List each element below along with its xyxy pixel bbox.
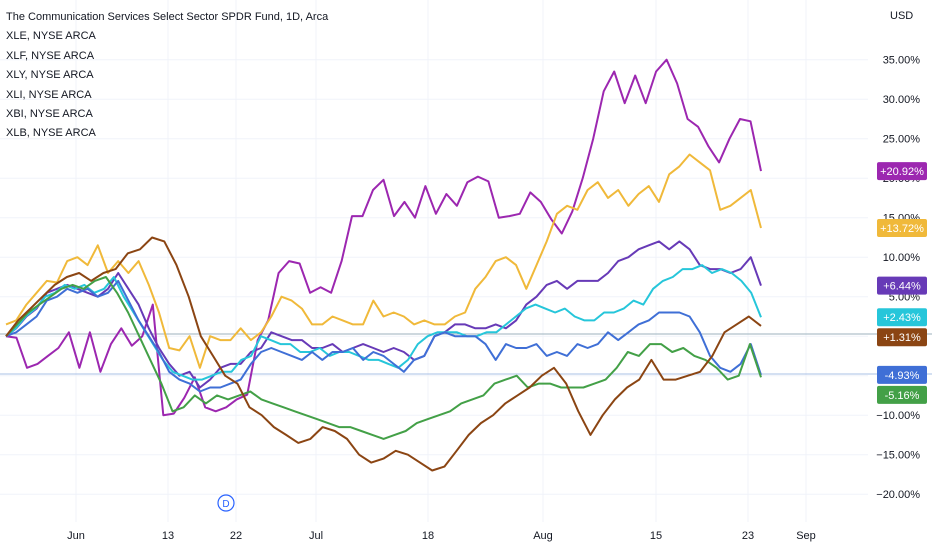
legend-item-xle[interactable]: XLE, NYSE ARCA [6, 30, 96, 43]
y-tick-label: 25.00% [883, 134, 921, 146]
x-tick-label: 18 [422, 530, 434, 542]
x-tick-label: Jun [67, 530, 85, 542]
last-value-badge-3: +2.43% [877, 308, 927, 327]
currency-label: USD [890, 10, 913, 22]
series-line-3[interactable] [5, 264, 762, 381]
x-tick-label: 13 [162, 530, 174, 542]
legend-item-xbi[interactable]: XBI, NYSE ARCA [6, 108, 93, 121]
x-tick-label: 15 [650, 530, 662, 542]
last-value-label: +6.44% [883, 281, 921, 293]
last-value-badge-5: -5.16% [877, 385, 927, 404]
legend-item-xly[interactable]: XLY, NYSE ARCA [6, 69, 94, 82]
last-value-label: -5.16% [885, 390, 920, 402]
last-value-badge-0: +20.92% [877, 162, 927, 181]
series-line-4[interactable] [5, 279, 762, 393]
y-tick-label: −15.00% [876, 450, 920, 462]
last-value-label: -4.93% [885, 370, 920, 382]
legend-item-xlb[interactable]: XLB, NYSE ARCA [6, 127, 96, 140]
last-value-label: +20.92% [880, 166, 924, 178]
y-tick-label: 35.00% [883, 55, 921, 67]
dividend-marker-label: D [222, 499, 229, 510]
last-value-label: +1.31% [883, 332, 921, 344]
last-value-badge-1: +13.72% [877, 218, 927, 237]
y-tick-label: −20.00% [876, 489, 920, 501]
series-line-6[interactable] [5, 236, 762, 472]
last-value-badge-4: -4.93% [877, 365, 927, 384]
last-value-badge-6: +1.31% [877, 328, 927, 347]
series-line-5[interactable] [5, 276, 762, 440]
series-line-0[interactable] [5, 58, 762, 417]
last-value-label: +13.72% [880, 223, 924, 235]
dividend-marker-icon[interactable] [217, 494, 235, 512]
legend-title[interactable]: The Communication Services Select Sector… [6, 11, 329, 23]
x-tick-label: Aug [533, 530, 553, 542]
y-tick-label: 5.00% [889, 292, 920, 304]
x-tick-label: Jul [309, 530, 323, 542]
event-marker[interactable]: D [217, 494, 235, 512]
y-tick-label: −10.00% [876, 410, 920, 422]
y-tick-label: 10.00% [883, 252, 921, 264]
legend-item-xlf[interactable]: XLF, NYSE ARCA [6, 49, 95, 62]
last-value-label: +2.43% [883, 312, 921, 324]
series-line-1[interactable] [5, 153, 762, 369]
series-line-2[interactable] [5, 240, 762, 389]
x-tick-label: 22 [230, 530, 242, 542]
x-tick-label: 23 [742, 530, 754, 542]
last-value-badge-2: +6.44% [877, 276, 927, 295]
x-tick-label: Sep [796, 530, 816, 542]
legend: The Communication Services Select Sector… [6, 8, 328, 144]
y-tick-label: 30.00% [883, 94, 921, 106]
legend-item-xli[interactable]: XLI, NYSE ARCA [6, 88, 92, 101]
